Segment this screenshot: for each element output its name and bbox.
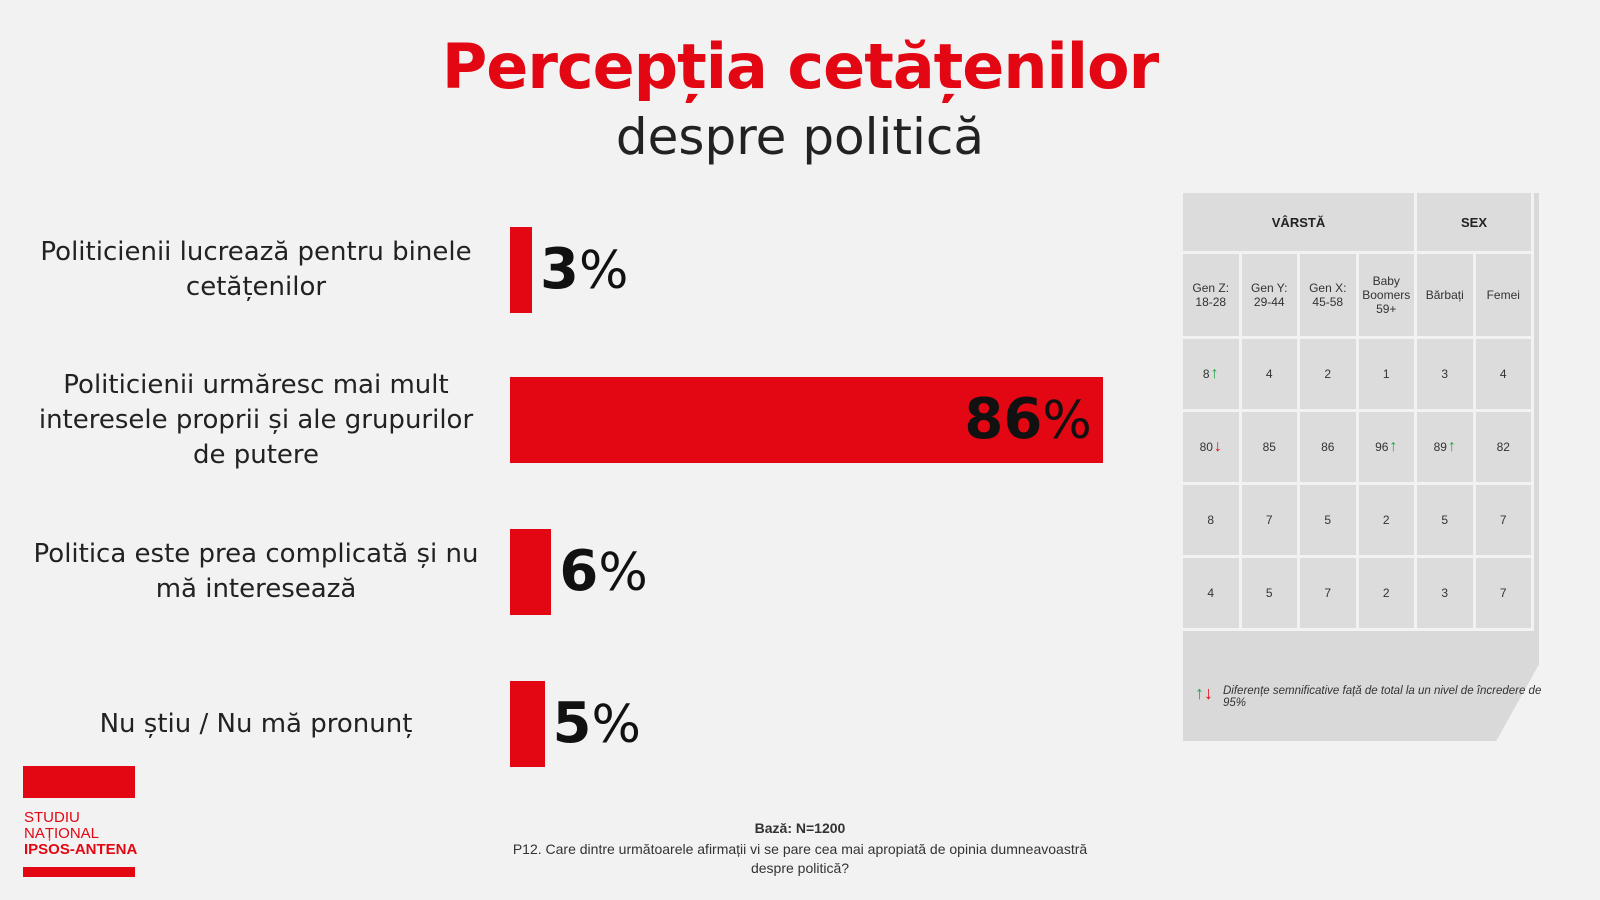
table-cell: 7 xyxy=(1300,558,1359,631)
table-cell: 89 ↑ xyxy=(1417,412,1476,485)
column-header: Gen Z: 18-28 xyxy=(1183,254,1242,339)
column-header: Gen Y: 29-44 xyxy=(1241,254,1300,339)
table-cell: 7 xyxy=(1475,485,1534,558)
table-cell: 3 xyxy=(1417,558,1476,631)
category-label: Nu știu / Nu mă pronunț xyxy=(99,708,413,739)
table-cell: 1 xyxy=(1358,339,1417,412)
logo-bar-top xyxy=(23,766,135,798)
category-label: Politica este prea complicată și nu mă i… xyxy=(33,539,479,604)
category-label: Politicienii lucrează pentru binele cetă… xyxy=(40,237,472,302)
table-cell: 2 xyxy=(1358,485,1417,558)
arrow-up-icon: ↑ xyxy=(1389,438,1398,455)
page-subtitle: despre politică xyxy=(615,108,985,166)
data-label: 86% xyxy=(964,387,1092,452)
breakdown-table: VÂRSTĂ SEX Gen Z: 18-28 Gen Y: 29-44 Gen X: … xyxy=(1183,193,1539,741)
table-cell: 86 xyxy=(1300,412,1359,485)
table-cell: 7 xyxy=(1475,558,1534,631)
category-label: Politicienii urmăresc mai mult interesel… xyxy=(38,369,474,470)
table-cell: 3 xyxy=(1417,339,1476,412)
table-cell: 5 xyxy=(1417,485,1476,558)
table-cell: 80 ↓ xyxy=(1183,412,1242,485)
table-cell: 4 xyxy=(1241,339,1300,412)
data-label: 3% xyxy=(540,237,629,302)
base-note: Bază: N=1200 xyxy=(754,820,846,836)
column-header: Bărbați xyxy=(1417,254,1476,339)
bar xyxy=(510,227,532,313)
table-cell: 2 xyxy=(1358,558,1417,631)
table-cell: 85 xyxy=(1241,412,1300,485)
table-cell: 2 xyxy=(1300,339,1359,412)
table-cell: 4 xyxy=(1183,558,1242,631)
table-cell: 96 ↑ xyxy=(1358,412,1417,485)
logo: STUDIU NAȚIONAL IPSOS-ANTENA xyxy=(24,809,138,858)
arrow-down-icon: ↓ xyxy=(1213,438,1222,455)
table-cell: 5 xyxy=(1300,485,1359,558)
bar xyxy=(510,681,545,767)
significance-arrows-icon: ↑↓ xyxy=(1195,683,1213,703)
arrow-up-icon: ↑ xyxy=(1447,438,1456,455)
question-note: P12. Care dintre următoarele afirmații v… xyxy=(512,841,1088,876)
table-cell: 5 xyxy=(1241,558,1300,631)
data-label: 5% xyxy=(552,691,641,756)
header-varsta: VÂRSTĂ xyxy=(1183,193,1417,254)
table-cell: 8 ↑ xyxy=(1183,339,1242,412)
arrow-up-icon: ↑ xyxy=(1210,365,1219,382)
column-header: Baby Boomers 59+ xyxy=(1358,254,1417,339)
column-header: Femei xyxy=(1475,254,1534,339)
table-cell: 7 xyxy=(1241,485,1300,558)
legend-text: Diferențe semnificative față de total la… xyxy=(1223,685,1542,709)
column-header: Gen X: 45-58 xyxy=(1300,254,1359,339)
bar xyxy=(510,377,1104,463)
significance-legend: ↑↓ Diferențe semnificative față de total … xyxy=(1195,683,1543,709)
table-cell: 4 xyxy=(1475,339,1534,412)
logo-bar-bottom xyxy=(23,867,135,877)
page-title: Percepția cetățenilor xyxy=(441,30,1159,103)
data-label: 6% xyxy=(559,539,648,604)
header-sex: SEX xyxy=(1417,193,1534,254)
table-cell: 8 xyxy=(1183,485,1242,558)
bar xyxy=(510,529,552,615)
table-cell: 82 xyxy=(1475,412,1534,485)
